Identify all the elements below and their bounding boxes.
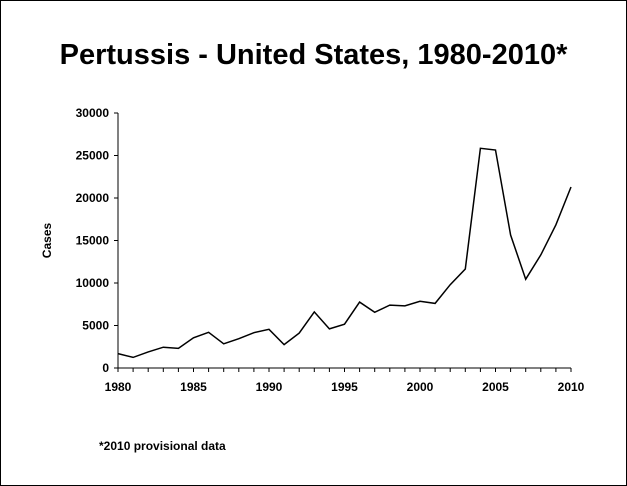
y-axis-label: Cases <box>40 223 54 259</box>
series-line <box>117 147 572 359</box>
x-tick-label: 1980 <box>105 380 132 394</box>
x-tick-label: 1985 <box>180 380 207 394</box>
x-tick-label: 1990 <box>256 380 283 394</box>
y-tick-label: 0 <box>102 361 109 375</box>
y-tick-label: 30000 <box>76 106 110 120</box>
y-tick-label: 20000 <box>76 191 110 205</box>
x-tick-label: 1995 <box>331 380 358 394</box>
y-tick-label: 15000 <box>76 234 110 248</box>
x-tick-label: 2010 <box>558 380 585 394</box>
y-tick-label: 25000 <box>76 149 110 163</box>
x-tick-label: 2005 <box>482 380 509 394</box>
x-tick-label: 2000 <box>407 380 434 394</box>
footnote: *2010 provisional data <box>99 439 226 453</box>
y-tick-label: 5000 <box>82 319 109 333</box>
y-tick-label: 10000 <box>76 276 110 290</box>
chart-title: Pertussis - United States, 1980-2010* <box>59 39 568 71</box>
